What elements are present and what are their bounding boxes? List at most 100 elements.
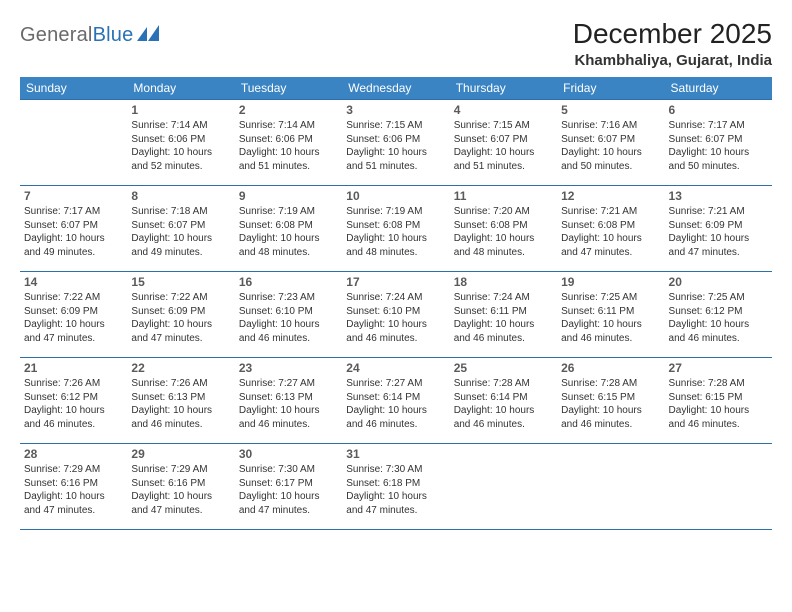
calendar-table: Sunday Monday Tuesday Wednesday Thursday…: [20, 77, 772, 530]
day-info-line: Daylight: 10 hours: [669, 404, 768, 418]
day-info-line: Daylight: 10 hours: [561, 404, 660, 418]
day-info: Sunrise: 7:25 AMSunset: 6:11 PMDaylight:…: [561, 291, 660, 345]
day-number: 16: [239, 275, 338, 289]
calendar-week-row: 14Sunrise: 7:22 AMSunset: 6:09 PMDayligh…: [20, 272, 772, 358]
weekday-header: Monday: [127, 77, 234, 100]
day-info-line: Sunrise: 7:22 AM: [24, 291, 123, 305]
calendar-day-cell: 19 Sunrise: 7:25 AMSunset: 6:11 PMDayligh…: [557, 272, 664, 358]
day-info-line: Sunrise: 7:24 AM: [346, 291, 445, 305]
day-info-line: Sunrise: 7:27 AM: [346, 377, 445, 391]
day-info-line: and 47 minutes.: [24, 332, 123, 346]
day-number: 31: [346, 447, 445, 461]
day-number: 4: [454, 103, 553, 117]
day-info: Sunrise: 7:22 AMSunset: 6:09 PMDaylight:…: [131, 291, 230, 345]
weekday-header-row: Sunday Monday Tuesday Wednesday Thursday…: [20, 77, 772, 100]
day-info-line: Sunset: 6:16 PM: [24, 477, 123, 491]
day-info-line: Daylight: 10 hours: [561, 318, 660, 332]
day-info-line: and 49 minutes.: [131, 246, 230, 260]
calendar-day-cell: 24Sunrise: 7:27 AMSunset: 6:14 PMDayligh…: [342, 358, 449, 444]
day-info-line: and 49 minutes.: [24, 246, 123, 260]
day-info-line: Daylight: 10 hours: [24, 490, 123, 504]
calendar-day-cell: 31 Sunrise: 7:30 AMSunset: 6:18 PMDayligh…: [342, 444, 449, 530]
day-info-line: Daylight: 10 hours: [669, 146, 768, 160]
calendar-day-cell: 18Sunrise: 7:24 AMSunset: 6:11 PMDayligh…: [450, 272, 557, 358]
day-info: Sunrise: 7:28 AMSunset: 6:15 PMDaylight:…: [561, 377, 660, 431]
day-info-line: Sunset: 6:08 PM: [239, 219, 338, 233]
calendar-day-cell: 10Sunrise: 7:19 AMSunset: 6:08 PMDayligh…: [342, 186, 449, 272]
day-info: Sunrise: 7:19 AMSunset: 6:08 PMDaylight:…: [346, 205, 445, 259]
day-info-line: Daylight: 10 hours: [346, 490, 445, 504]
day-info-line: Sunset: 6:15 PM: [669, 391, 768, 405]
day-number: 25: [454, 361, 553, 375]
day-info-line: Sunrise: 7:21 AM: [561, 205, 660, 219]
day-info-line: Daylight: 10 hours: [131, 404, 230, 418]
day-info-line: Daylight: 10 hours: [24, 404, 123, 418]
day-info-line: and 51 minutes.: [454, 160, 553, 174]
day-info-line: and 46 minutes.: [561, 418, 660, 432]
day-info-line: and 46 minutes.: [669, 418, 768, 432]
weekday-header: Tuesday: [235, 77, 342, 100]
day-number: 17: [346, 275, 445, 289]
day-info: Sunrise: 7:29 AMSunset: 6:16 PMDaylight:…: [24, 463, 123, 517]
calendar-day-cell: 28Sunrise: 7:29 AMSunset: 6:16 PMDayligh…: [20, 444, 127, 530]
day-info: Sunrise: 7:28 AMSunset: 6:15 PMDaylight:…: [669, 377, 768, 431]
weekday-header: Thursday: [450, 77, 557, 100]
calendar-day-cell: 5Sunrise: 7:16 AMSunset: 6:07 PMDaylight…: [557, 100, 664, 186]
weekday-header: Wednesday: [342, 77, 449, 100]
day-info-line: and 47 minutes.: [24, 504, 123, 518]
calendar-day-cell: 13Sunrise: 7:21 AMSunset: 6:09 PMDayligh…: [665, 186, 772, 272]
calendar-day-cell: [20, 100, 127, 186]
day-info: Sunrise: 7:29 AMSunset: 6:16 PMDaylight:…: [131, 463, 230, 517]
day-number: 9: [239, 189, 338, 203]
day-info-line: Daylight: 10 hours: [239, 318, 338, 332]
day-info-line: Sunset: 6:14 PM: [346, 391, 445, 405]
month-title: December 2025: [573, 18, 772, 50]
day-info-line: Sunset: 6:18 PM: [346, 477, 445, 491]
day-number: 15: [131, 275, 230, 289]
calendar-day-cell: [665, 444, 772, 530]
calendar-week-row: 7Sunrise: 7:17 AMSunset: 6:07 PMDaylight…: [20, 186, 772, 272]
day-info: Sunrise: 7:15 AMSunset: 6:06 PMDaylight:…: [346, 119, 445, 173]
day-info-line: Sunset: 6:10 PM: [346, 305, 445, 319]
day-info-line: Daylight: 10 hours: [239, 146, 338, 160]
day-info-line: Sunrise: 7:20 AM: [454, 205, 553, 219]
day-number: 29: [131, 447, 230, 461]
day-info-line: and 51 minutes.: [346, 160, 445, 174]
day-number: 30: [239, 447, 338, 461]
day-info-line: Sunset: 6:08 PM: [346, 219, 445, 233]
day-info-line: Sunrise: 7:21 AM: [669, 205, 768, 219]
calendar-day-cell: 15 Sunrise: 7:22 AMSunset: 6:09 PMDayligh…: [127, 272, 234, 358]
day-number: 22: [131, 361, 230, 375]
day-info: Sunrise: 7:23 AMSunset: 6:10 PMDaylight:…: [239, 291, 338, 345]
day-number: 19: [561, 275, 660, 289]
day-info-line: Sunset: 6:10 PM: [239, 305, 338, 319]
day-info: Sunrise: 7:22 AMSunset: 6:09 PMDaylight:…: [24, 291, 123, 345]
day-info-line: Sunrise: 7:28 AM: [669, 377, 768, 391]
weekday-header: Sunday: [20, 77, 127, 100]
day-info: Sunrise: 7:17 AMSunset: 6:07 PMDaylight:…: [24, 205, 123, 259]
day-info-line: Daylight: 10 hours: [454, 318, 553, 332]
day-info-line: and 48 minutes.: [454, 246, 553, 260]
day-info-line: Sunset: 6:08 PM: [561, 219, 660, 233]
calendar-day-cell: 30Sunrise: 7:30 AMSunset: 6:17 PMDayligh…: [235, 444, 342, 530]
day-info-line: Sunset: 6:07 PM: [669, 133, 768, 147]
day-info-line: Daylight: 10 hours: [131, 490, 230, 504]
day-info-line: Daylight: 10 hours: [454, 232, 553, 246]
day-info-line: Sunrise: 7:30 AM: [239, 463, 338, 477]
day-info: Sunrise: 7:30 AMSunset: 6:18 PMDaylight:…: [346, 463, 445, 517]
calendar-day-cell: [557, 444, 664, 530]
day-info: Sunrise: 7:26 AMSunset: 6:12 PMDaylight:…: [24, 377, 123, 431]
day-info-line: and 47 minutes.: [561, 246, 660, 260]
day-info-line: Daylight: 10 hours: [454, 146, 553, 160]
day-number: 3: [346, 103, 445, 117]
day-info-line: and 46 minutes.: [346, 418, 445, 432]
calendar-day-cell: [450, 444, 557, 530]
day-info-line: Sunset: 6:07 PM: [454, 133, 553, 147]
day-info-line: and 46 minutes.: [454, 418, 553, 432]
calendar-day-cell: 29 Sunrise: 7:29 AMSunset: 6:16 PMDayligh…: [127, 444, 234, 530]
day-info-line: and 51 minutes.: [239, 160, 338, 174]
day-info-line: and 46 minutes.: [561, 332, 660, 346]
day-info-line: Sunset: 6:11 PM: [561, 305, 660, 319]
calendar-day-cell: 14Sunrise: 7:22 AMSunset: 6:09 PMDayligh…: [20, 272, 127, 358]
day-info-line: Sunset: 6:07 PM: [24, 219, 123, 233]
